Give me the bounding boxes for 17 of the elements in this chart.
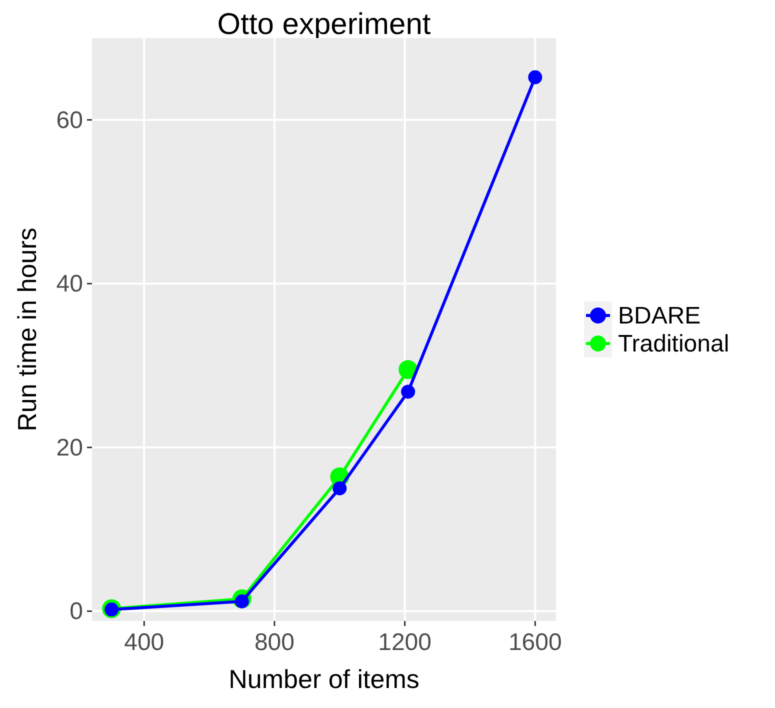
y-axis-title: Run time in hours [12, 228, 42, 432]
x-axis-title: Number of items [228, 664, 420, 694]
x-tick-label: 400 [124, 629, 164, 656]
chart-title: Otto experiment [217, 8, 432, 41]
legend-label: BDARE [618, 302, 701, 330]
y-tick-label: 0 [70, 598, 83, 626]
point [398, 360, 418, 380]
y-tick-label: 20 [56, 434, 83, 462]
y-tick-label: 60 [56, 106, 83, 134]
point [401, 384, 416, 399]
point [528, 70, 542, 84]
y-tick-label: 40 [56, 270, 83, 298]
x-tick-label: 1600 [508, 629, 562, 656]
legend-label: Traditional [618, 330, 730, 358]
point [332, 481, 347, 496]
x-tick-label: 1200 [378, 629, 432, 656]
x-tick-label: 800 [254, 629, 294, 656]
